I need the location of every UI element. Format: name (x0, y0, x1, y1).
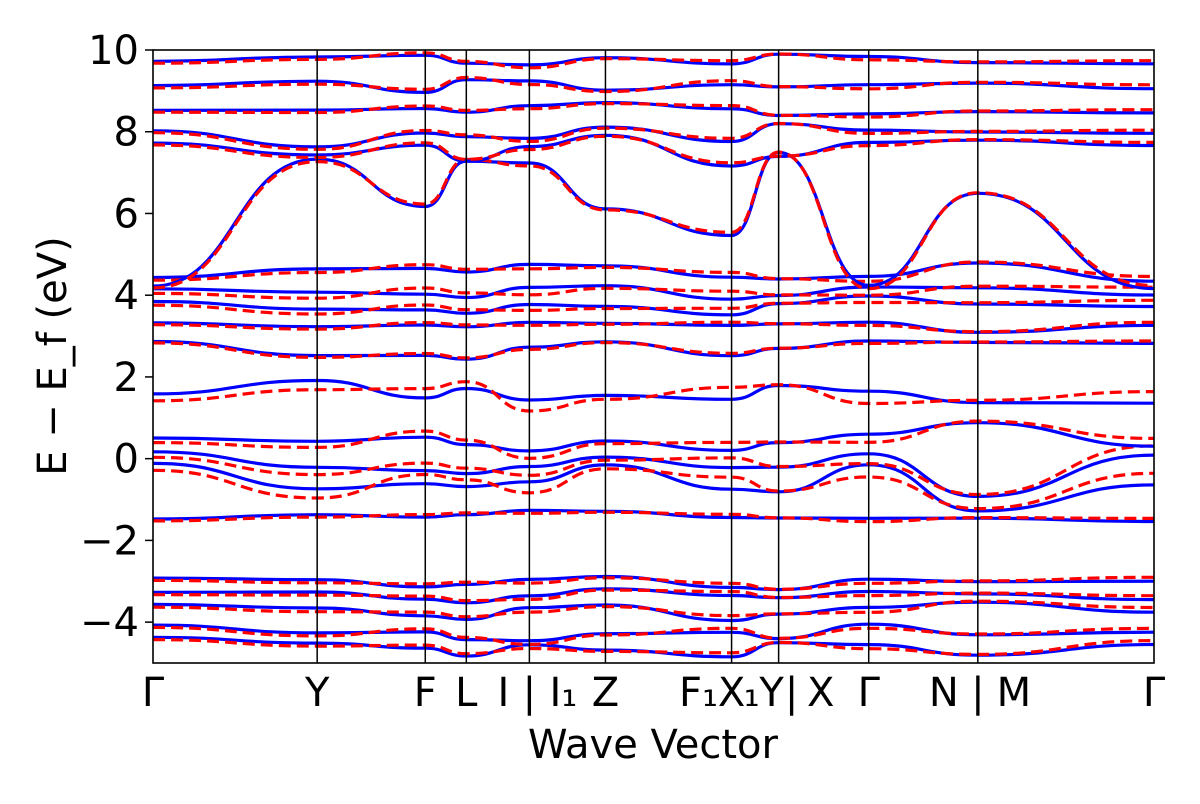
plot-frame (152, 49, 1155, 664)
band-line-dashed (153, 339, 1154, 360)
x-tick-label: | (971, 670, 984, 716)
x-tick-label: Γ (1143, 670, 1166, 716)
band-line-dashed (153, 102, 1154, 119)
band-line-dashed (153, 121, 1154, 151)
band-line-dashed (153, 444, 1154, 497)
band-line-dashed (153, 134, 1154, 165)
y-tick-label: 8 (114, 110, 139, 156)
x-tick-label: L (455, 670, 478, 716)
band-line-dashed (153, 588, 1154, 603)
x-tick-label: X (807, 670, 834, 716)
band-line-dashed (153, 419, 1154, 460)
x-tick-label: Y (758, 670, 784, 716)
y-tick-label: 10 (88, 28, 139, 74)
band-line-dashed (153, 260, 1154, 283)
x-tick-label: Γ (142, 670, 165, 716)
x-tick-label: I (497, 670, 509, 716)
x-tick-label: F₁ (679, 670, 718, 716)
y-axis: 10 8 6 4 2 0 −2 −4 (80, 28, 153, 646)
y-tick-label: 0 (114, 437, 139, 483)
x-tick-label: ₁ (744, 670, 760, 716)
band-line-dashed (153, 625, 1154, 646)
band-line-dashed (153, 575, 1154, 591)
x-tick-label: Z (592, 670, 619, 716)
bands-layer (153, 51, 1154, 659)
x-tick-label: F (414, 670, 437, 716)
band-line-dashed (153, 75, 1154, 94)
band-line-dashed (153, 51, 1154, 70)
y-tick-label: 4 (114, 273, 139, 319)
band-line-dashed (153, 298, 1154, 316)
y-tick-label: 2 (114, 355, 139, 401)
x-tick-label: | (785, 670, 798, 716)
band-line-dashed (153, 510, 1154, 524)
band-line-dashed (153, 380, 1154, 413)
x-tick-label: | (523, 670, 536, 716)
x-tick-label: I₁ (549, 670, 577, 716)
x-axis: Γ Y F L I | I₁ Z F₁ X₁ Y | X Γ N | M Γ (142, 670, 1166, 716)
band-line-dashed (153, 638, 1154, 656)
x-axis-title: Wave Vector (528, 722, 779, 768)
x-tick-label: X (718, 670, 745, 716)
y-tick-label: 6 (114, 191, 139, 237)
band-line-dashed (153, 150, 1154, 291)
y-axis-title: E − E_f (eV) (30, 236, 76, 475)
x-tick-label: Y (304, 670, 330, 716)
band-line-dashed (153, 284, 1154, 300)
x-tick-label: N (929, 670, 959, 716)
band-line-dashed (153, 599, 1154, 619)
x-tick-label: M (997, 670, 1032, 716)
band-line-solid (153, 378, 1154, 405)
x-tick-label: Γ (858, 670, 881, 716)
y-tick-label: −2 (80, 518, 139, 564)
band-line-dashed (153, 320, 1154, 334)
kpoint-separators (316, 50, 979, 663)
y-tick-label: −4 (80, 600, 139, 646)
